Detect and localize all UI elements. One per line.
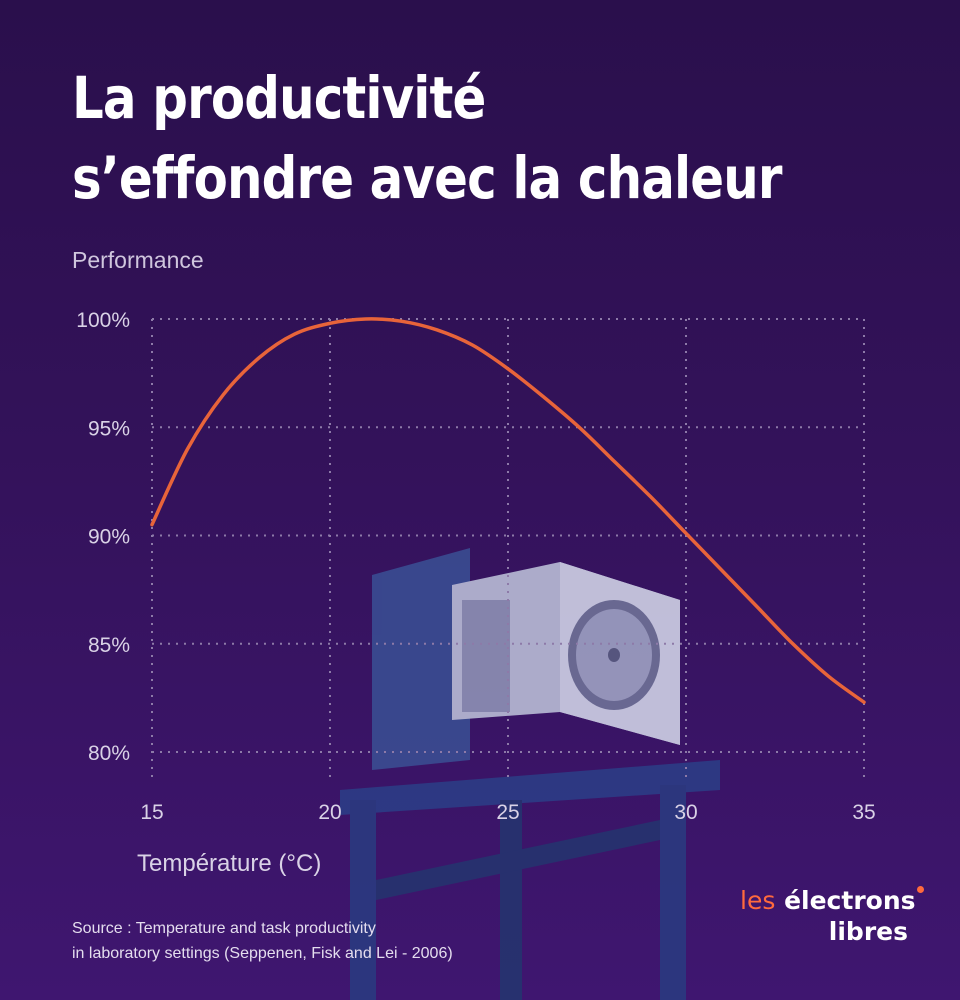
title-line-1: La productivité xyxy=(72,64,486,132)
source-line-1: Source : Temperature and task productivi… xyxy=(72,920,376,937)
x-tick-labels: 15 20 25 30 35 xyxy=(140,801,875,824)
y-tick-label: 90% xyxy=(88,526,130,549)
title-line-2: s’effondre avec la chaleur xyxy=(72,144,782,212)
logo-word-electrons: électrons xyxy=(784,886,916,915)
x-axis-label: Température (°C) xyxy=(137,850,322,877)
x-tick-label: 30 xyxy=(674,801,697,824)
x-tick-label: 20 xyxy=(318,801,341,824)
page-title: La productivité s’effondre avec la chale… xyxy=(72,58,782,218)
logo-word-les: les xyxy=(740,886,776,915)
source-line-2: in laboratory settings (Seppenen, Fisk a… xyxy=(72,945,453,962)
source-note: Source : Temperature and task productivi… xyxy=(72,916,632,966)
brand-logo: les électrons libres xyxy=(740,886,930,946)
air-conditioner-illustration xyxy=(340,548,720,1000)
y-tick-label: 85% xyxy=(88,634,130,657)
fan-icon xyxy=(568,600,660,710)
y-tick-label: 100% xyxy=(76,309,130,332)
logo-word-libres: libres xyxy=(828,917,908,946)
grid xyxy=(151,318,865,782)
logo-dot-icon xyxy=(916,886,924,893)
y-tick-labels: 100% 95% 90% 85% 80% xyxy=(76,309,130,765)
x-tick-label: 15 xyxy=(140,801,163,824)
x-tick-label: 25 xyxy=(496,801,519,824)
y-axis-label: Performance xyxy=(72,247,204,273)
performance-curve xyxy=(150,317,866,704)
y-tick-label: 80% xyxy=(88,742,130,765)
y-tick-label: 95% xyxy=(88,417,130,440)
x-tick-label: 35 xyxy=(852,801,875,824)
